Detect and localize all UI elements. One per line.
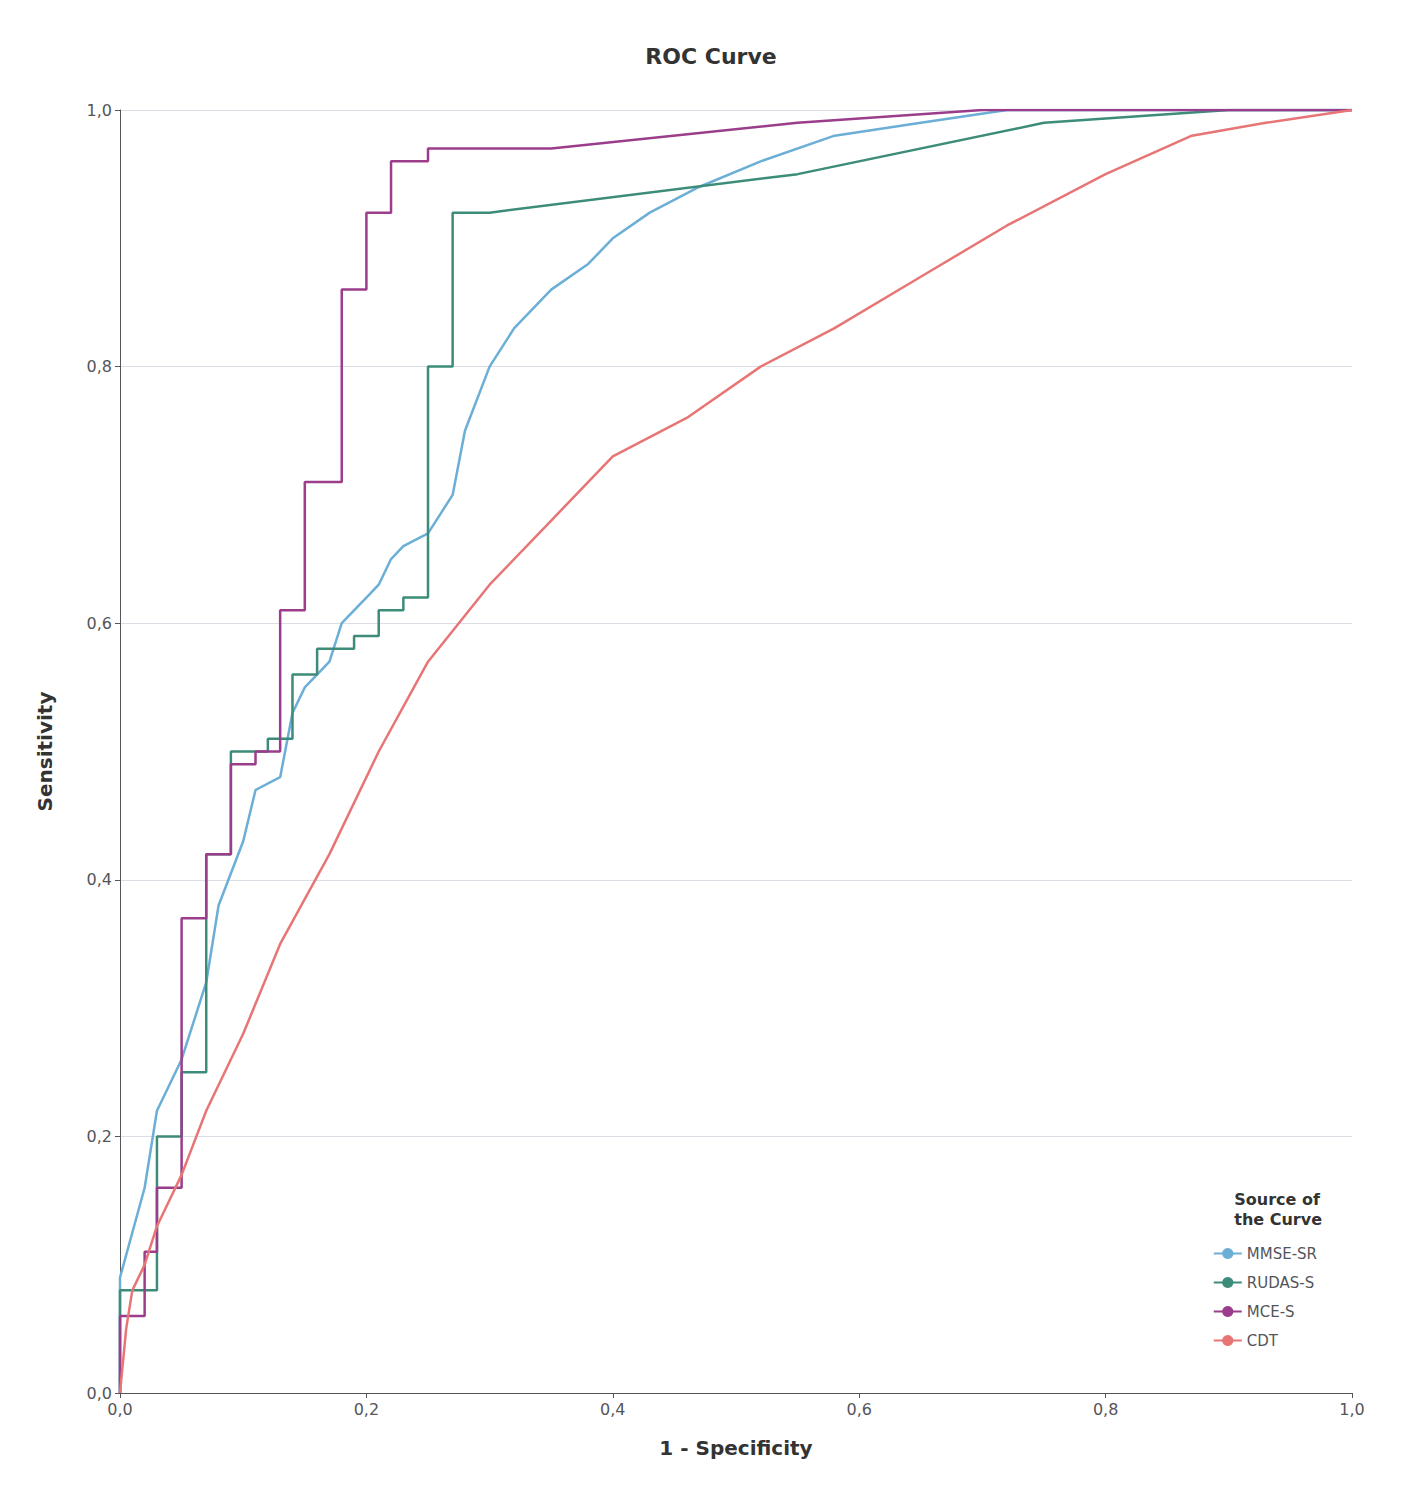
svg-text:0,2: 0,2 [87, 1127, 112, 1146]
svg-text:1 - Specificity: 1 - Specificity [659, 1436, 812, 1460]
svg-text:0,0: 0,0 [107, 1400, 132, 1419]
svg-text:0,6: 0,6 [87, 614, 112, 633]
svg-text:0,4: 0,4 [600, 1400, 625, 1419]
svg-text:CDT: CDT [1247, 1332, 1279, 1350]
svg-text:Source of: Source of [1234, 1190, 1321, 1209]
svg-text:0,8: 0,8 [1093, 1400, 1118, 1419]
svg-text:1,0: 1,0 [87, 101, 112, 120]
svg-text:ROC Curve: ROC Curve [645, 44, 776, 69]
svg-text:1,0: 1,0 [1339, 1400, 1364, 1419]
svg-text:RUDAS-S: RUDAS-S [1247, 1274, 1314, 1292]
svg-text:0,6: 0,6 [846, 1400, 871, 1419]
svg-text:MCE-S: MCE-S [1247, 1303, 1295, 1321]
svg-text:0,0: 0,0 [86, 1383, 112, 1403]
svg-text:0,8: 0,8 [87, 357, 112, 376]
svg-text:the Curve: the Curve [1234, 1210, 1322, 1229]
svg-text:0,2: 0,2 [354, 1400, 379, 1419]
svg-text:Sensitivity: Sensitivity [33, 692, 57, 812]
svg-text:MMSE-SR: MMSE-SR [1247, 1245, 1317, 1263]
svg-text:0,4: 0,4 [87, 870, 112, 889]
